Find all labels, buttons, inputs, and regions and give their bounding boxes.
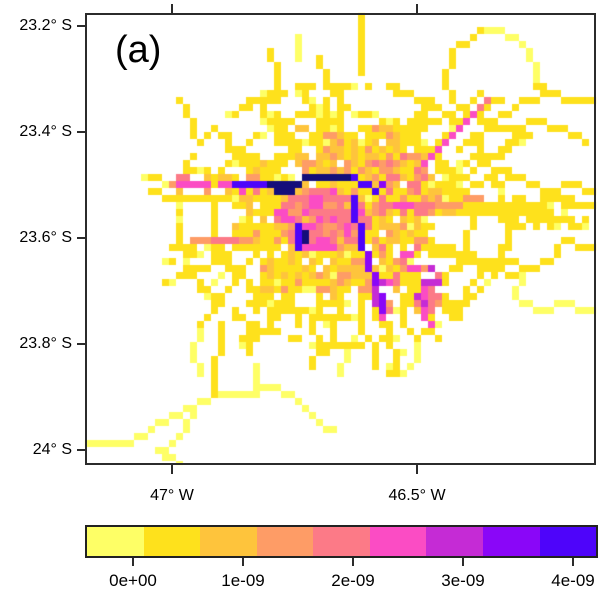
x-axis-tick-label: 46.5° W (388, 487, 446, 504)
y-axis-tick (77, 237, 85, 239)
panel-label: (a) (115, 29, 162, 71)
y-axis-tick-label: 23.6° S (19, 229, 72, 246)
x-axis-tick (416, 465, 418, 474)
colorbar-segment (313, 527, 370, 556)
x-axis-tick (171, 465, 173, 474)
colorbar-tick-label: 0e+00 (109, 571, 157, 590)
x-axis-top-tick (416, 4, 418, 13)
y-axis-tick-label: 23.8° S (19, 335, 72, 352)
colorbar-segment (143, 527, 201, 556)
colorbar-segment (200, 527, 257, 556)
colorbar-tick (242, 558, 244, 566)
y-axis-tick-label: 23.4° S (19, 123, 72, 140)
y-axis-tick (77, 131, 85, 133)
y-axis-tick-label: 23.2° S (19, 17, 72, 34)
y-axis-tick (77, 343, 85, 345)
x-axis-tick-label: 47° W (150, 487, 194, 504)
colorbar-tick-label: 2e-09 (331, 571, 375, 590)
colorbar-tick-label: 3e-09 (441, 571, 485, 590)
colorbar-tick-label: 1e-09 (221, 571, 265, 590)
colorbar-segment (426, 527, 483, 556)
y-axis-tick-label: 24° S (32, 441, 72, 458)
colorbar-segment (482, 527, 540, 556)
colorbar-segment (369, 527, 427, 556)
colorbar-segment (256, 527, 314, 556)
colorbar-segment (87, 527, 144, 556)
colorbar-segment (539, 527, 597, 556)
colorbar-tick (572, 558, 574, 566)
plot-frame (85, 13, 596, 465)
colorbar (85, 525, 598, 558)
x-axis-top-tick (171, 4, 173, 13)
y-axis-tick (77, 25, 85, 27)
colorbar-tick-label: 4e-09 (551, 571, 595, 590)
y-axis-tick (77, 449, 85, 451)
colorbar-tick (352, 558, 354, 566)
colorbar-tick (462, 558, 464, 566)
colorbar-tick (132, 558, 134, 566)
